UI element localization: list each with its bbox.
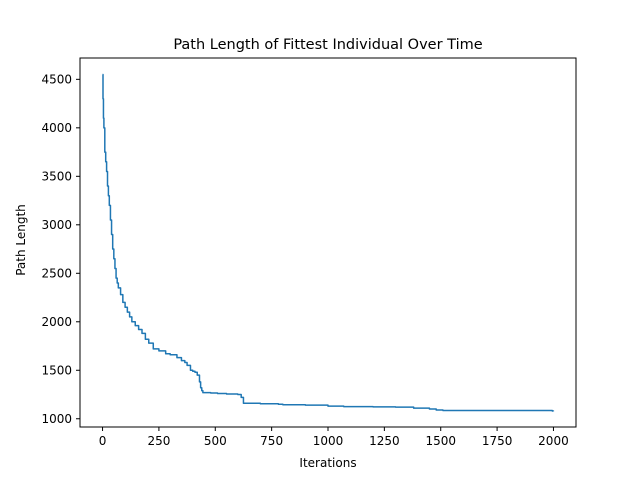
y-axis-label: Path Length: [14, 204, 28, 276]
y-tick-label: 2500: [41, 266, 72, 280]
y-tick-label: 1500: [41, 363, 72, 377]
y-axis-ticks: 1000 1500 2000 2500 3000 3500 4000 4500: [41, 72, 80, 426]
x-axis-ticks: 0 250 500 750 1000 1250 1500 1750 2000: [99, 427, 569, 448]
y-tick-label: 4500: [41, 72, 72, 86]
x-tick-label: 250: [147, 434, 170, 448]
x-tick-label: 750: [260, 434, 283, 448]
y-tick-label: 1000: [41, 412, 72, 426]
y-tick-label: 3500: [41, 169, 72, 183]
y-tick-label: 2000: [41, 315, 72, 329]
x-tick-label: 1500: [425, 434, 456, 448]
chart-title: Path Length of Fittest Individual Over T…: [173, 37, 482, 53]
x-tick-label: 1250: [369, 434, 400, 448]
x-tick-label: 1750: [482, 434, 513, 448]
x-tick-label: 1000: [313, 434, 344, 448]
y-tick-label: 4000: [41, 121, 72, 135]
y-tick-label: 3000: [41, 218, 72, 232]
x-axis-label: Iterations: [299, 456, 356, 470]
x-tick-label: 500: [204, 434, 227, 448]
x-tick-label: 0: [99, 434, 107, 448]
x-tick-label: 2000: [538, 434, 569, 448]
series-line-0: [102, 73, 555, 412]
